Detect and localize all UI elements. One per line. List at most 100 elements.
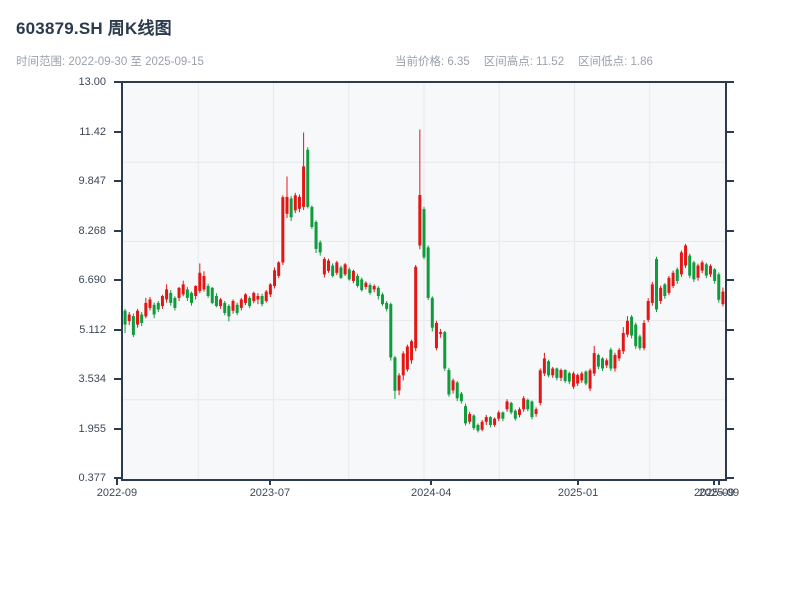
- candle-body: [426, 247, 430, 298]
- candle-body: [380, 294, 384, 305]
- candle-body: [401, 353, 405, 376]
- y-tick-label: 0.377: [78, 472, 106, 484]
- y-tick-mark: [114, 229, 121, 232]
- candle-body: [173, 297, 177, 308]
- candle-body: [273, 270, 277, 286]
- candle-body: [650, 284, 654, 303]
- candle-body: [571, 373, 575, 387]
- y-tick-mark: [727, 477, 734, 479]
- candle-body: [202, 275, 206, 290]
- x-tick-mark: [430, 479, 433, 485]
- candle-body: [227, 306, 231, 317]
- candle-body: [434, 322, 438, 349]
- candle-body: [136, 310, 140, 325]
- candle-body: [364, 282, 368, 287]
- y-tick-label: 8.268: [78, 224, 106, 237]
- candle-body: [181, 284, 185, 295]
- candle-body: [596, 354, 600, 367]
- candle-body: [667, 277, 671, 293]
- candle-body: [260, 296, 264, 305]
- candle-body: [630, 316, 634, 336]
- x-tick-mark: [577, 479, 580, 485]
- candle-body: [447, 370, 451, 395]
- y-tick-mark: [727, 229, 734, 232]
- candle-body: [455, 382, 459, 399]
- candle-body: [688, 255, 692, 276]
- candle-body: [368, 285, 372, 293]
- y-tick-label: 1.955: [78, 422, 106, 435]
- y-tick-mark: [114, 378, 121, 380]
- y-tick-mark: [727, 378, 734, 380]
- y-tick-label: 11.42: [79, 125, 106, 138]
- candle-body: [185, 289, 189, 298]
- y-tick-label: 3.534: [78, 373, 106, 385]
- candle-body: [509, 402, 513, 413]
- candle-body: [488, 417, 492, 425]
- candle-body: [165, 289, 169, 300]
- candle-body: [231, 301, 235, 311]
- candle-body: [480, 421, 484, 430]
- y-tick-mark: [114, 427, 121, 430]
- candle-body: [177, 287, 181, 298]
- candle-body: [654, 258, 658, 310]
- candle-body: [410, 341, 414, 361]
- candle-body: [219, 299, 223, 307]
- candle-body: [513, 410, 517, 419]
- candle-body: [547, 361, 551, 376]
- candle-body: [214, 296, 218, 307]
- x-tick-label: 2025-09: [698, 487, 740, 499]
- candle-body: [526, 399, 530, 410]
- x-tick-mark: [268, 479, 271, 485]
- candle-body: [542, 358, 546, 374]
- candle-body: [663, 284, 667, 297]
- candle-body: [530, 401, 534, 418]
- candle-body: [414, 266, 418, 349]
- candle-body: [472, 415, 476, 429]
- candle-body: [451, 380, 455, 391]
- y-tick-mark: [727, 328, 734, 331]
- candle-body: [696, 265, 700, 278]
- candle-body: [580, 373, 584, 381]
- candle-body: [700, 262, 704, 271]
- candle-body: [210, 287, 214, 303]
- candle-body: [605, 360, 609, 366]
- candle-body: [148, 299, 152, 308]
- y-tick-mark: [114, 81, 121, 83]
- candle-body: [239, 299, 243, 308]
- candle-body: [248, 297, 252, 307]
- candle-body: [268, 284, 272, 295]
- candle-body: [160, 296, 164, 307]
- plot-area: [121, 81, 727, 481]
- y-tick-mark: [727, 279, 734, 281]
- candle-body: [235, 304, 239, 313]
- date-range-subtitle: 时间范围: 2022-09-30 至 2025-09-15: [16, 56, 204, 68]
- candle-body: [671, 272, 675, 286]
- candle-body: [223, 302, 227, 313]
- candle-body: [443, 332, 447, 369]
- y-tick-label: 9.847: [78, 175, 106, 187]
- candle-body: [692, 262, 696, 280]
- candle-body: [476, 424, 480, 431]
- y-tick-label: 6.690: [78, 274, 106, 286]
- y-tick-label: 5.112: [79, 323, 106, 336]
- candle-body: [314, 221, 318, 249]
- candle-body: [393, 357, 397, 391]
- stat-item: 区间低点: 1.86: [578, 56, 653, 68]
- candle-body: [243, 294, 247, 303]
- price-stats: 当前价格: 6.35 区间高点: 11.52 区间低点: 1.86: [395, 53, 667, 69]
- stat-item: 当前价格: 6.35: [395, 56, 470, 68]
- candle-body: [322, 258, 326, 275]
- candle-body: [339, 267, 343, 278]
- candle-body: [538, 370, 542, 403]
- candle-body: [601, 358, 605, 369]
- x-tick-label: 2025-09: [693, 487, 735, 499]
- candle-body: [551, 368, 555, 376]
- candle-body: [721, 291, 725, 305]
- y-tick-mark: [114, 328, 121, 331]
- x-tick-mark: [115, 479, 118, 485]
- candle-body: [484, 417, 488, 422]
- candle-body: [206, 285, 210, 297]
- x-tick-label: 2025-01: [557, 487, 599, 499]
- candle-body: [293, 195, 297, 211]
